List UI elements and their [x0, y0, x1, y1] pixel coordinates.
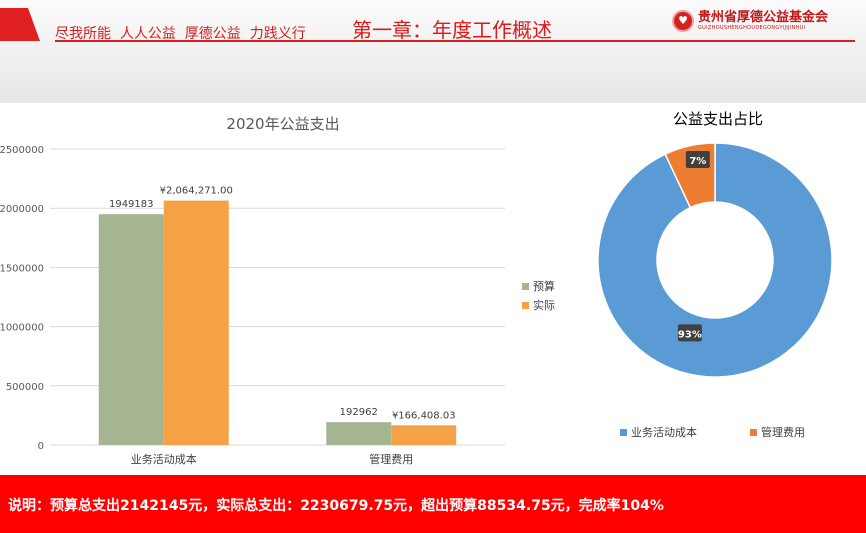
y-tick-label: 1500000: [0, 263, 44, 274]
data-label: 93%: [678, 329, 702, 340]
legend-swatch: [522, 283, 529, 290]
org-pinyin: GUIZHOUSHENGHOUDEGONGYIJIJINHUI: [698, 25, 806, 31]
red-tab-decoration: [0, 8, 40, 41]
data-label: ¥2,064,271.00: [160, 186, 233, 197]
chart-title: 公益支出占比: [673, 110, 763, 128]
y-tick-label: 0: [38, 441, 44, 452]
bar-实际: [391, 425, 457, 445]
x-tick-label: 业务活动成本: [131, 452, 197, 466]
legend-label: 预算: [533, 279, 555, 293]
chart-title: 2020年公益支出: [226, 115, 339, 133]
data-label-box: [685, 150, 710, 168]
donut-slice: [597, 142, 833, 378]
data-label-box: [677, 324, 702, 342]
y-tick-label: 2000000: [0, 204, 44, 215]
legend-label: 实际: [533, 298, 555, 312]
y-tick-label: 500000: [6, 382, 44, 393]
bar-实际: [163, 200, 229, 445]
legend-swatch: [522, 302, 529, 309]
org-logo: ♥ 贵州省厚德公益基金会 GUIZHOUSHENGHOUDEGONGYIJIJI…: [672, 10, 828, 32]
bar-预算: [98, 214, 164, 445]
x-tick-label: 管理费用: [369, 452, 413, 466]
y-tick-label: 1000000: [0, 323, 44, 334]
data-label: ¥166,408.03: [392, 410, 456, 421]
bar-chart: 2020年公益支出 0 500000 1000000 1500000 2000000 250…: [0, 115, 555, 466]
y-tick-label: 2500000: [0, 145, 44, 156]
data-label: 1949183: [109, 199, 154, 210]
footer-note: 说明：预算总支出2142145元，实际总支出：2230679.75元，超出预算8…: [8, 498, 664, 514]
header: 尽我所能 人人公益 厚德公益 力践义行 第一章：年度工作概述 ♥ 贵州省厚德公益…: [0, 0, 866, 103]
org-name: 贵州省厚德公益基金会: [698, 10, 829, 25]
bar-预算: [326, 422, 392, 445]
legend-label: 业务活动成本: [631, 425, 697, 439]
header-divider: [55, 40, 855, 42]
footer-note-bar: 说明：预算总支出2142145元，实际总支出：2230679.75元，超出预算8…: [0, 475, 866, 533]
donut-chart: 公益支出占比 93% 7% 业务活动成本 管理费用: [597, 110, 833, 439]
legend-label: 管理费用: [761, 425, 805, 439]
data-label: 192962: [340, 407, 378, 418]
data-label: 7%: [689, 156, 706, 167]
heart-logo-icon: ♥: [672, 10, 694, 32]
legend-swatch: [750, 429, 757, 436]
chapter-title: 第一章：年度工作概述: [352, 18, 552, 42]
legend-swatch: [620, 429, 627, 436]
slogan: 尽我所能 人人公益 厚德公益 力践义行: [55, 26, 306, 42]
